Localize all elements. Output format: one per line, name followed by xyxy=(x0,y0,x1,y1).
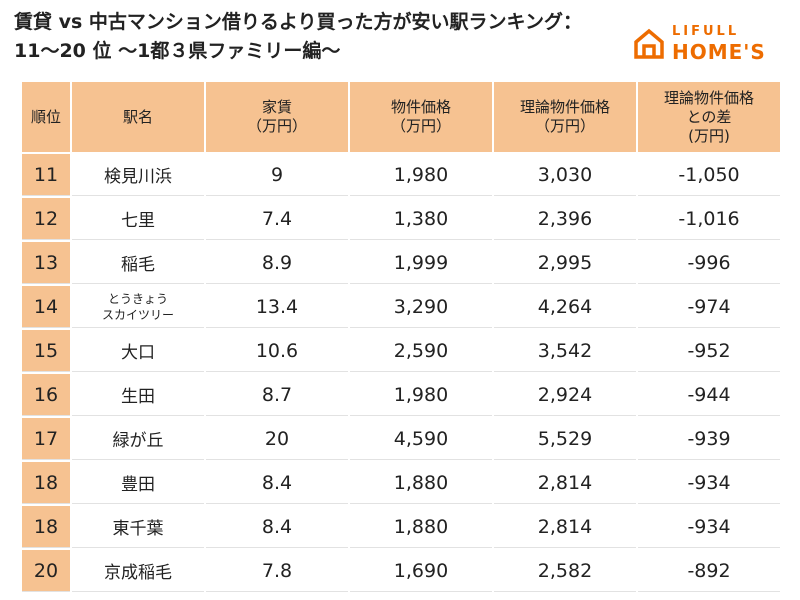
cell-rank: 14 xyxy=(22,286,70,328)
cell-theory: 3,542 xyxy=(494,330,636,372)
table-row: 18 東千葉 8.4 1,880 2,814 -934 xyxy=(22,506,780,548)
cell-rent: 8.4 xyxy=(206,506,348,548)
table-row: 11 検見川浜 9 1,980 3,030 -1,050 xyxy=(22,154,780,196)
table-row: 14 とうきょう スカイツリー 13.4 3,290 4,264 -974 xyxy=(22,286,780,328)
cell-diff: -974 xyxy=(638,286,780,328)
cell-diff: -1,016 xyxy=(638,198,780,240)
cell-rent: 13.4 xyxy=(206,286,348,328)
table-header-row: 順位 駅名 家賃 （万円） 物件価格 （万円） 理論物件価格 （万円） 理論物件… xyxy=(22,82,780,152)
cell-price: 1,999 xyxy=(350,242,492,284)
cell-price: 1,880 xyxy=(350,462,492,504)
cell-theory: 2,814 xyxy=(494,462,636,504)
cell-price: 3,290 xyxy=(350,286,492,328)
header-theory: 理論物件価格 （万円） xyxy=(494,82,636,152)
cell-station: 七里 xyxy=(72,198,204,240)
cell-station: 緑が丘 xyxy=(72,418,204,460)
cell-theory: 4,264 xyxy=(494,286,636,328)
table-row: 13 稲毛 8.9 1,999 2,995 -996 xyxy=(22,242,780,284)
cell-rank: 18 xyxy=(22,506,70,548)
logo-text-top: LIFULL xyxy=(672,24,740,39)
cell-station: 生田 xyxy=(72,374,204,416)
table-row: 12 七里 7.4 1,380 2,396 -1,016 xyxy=(22,198,780,240)
header-diff: 理論物件価格 との差 (万円) xyxy=(638,82,780,152)
cell-rank: 11 xyxy=(22,154,70,196)
cell-rent: 7.4 xyxy=(206,198,348,240)
title-line-2: 11～20 位 ～1都３県ファミリー編～ xyxy=(14,40,341,62)
cell-station: 検見川浜 xyxy=(72,154,204,196)
header-rent: 家賃 （万円） xyxy=(206,82,348,152)
house-icon xyxy=(634,28,664,59)
cell-station: 稲毛 xyxy=(72,242,204,284)
cell-rank: 20 xyxy=(22,550,70,592)
cell-station: 東千葉 xyxy=(72,506,204,548)
cell-rank: 15 xyxy=(22,330,70,372)
cell-diff: -944 xyxy=(638,374,780,416)
cell-rent: 8.9 xyxy=(206,242,348,284)
cell-rank: 12 xyxy=(22,198,70,240)
lifull-homes-logo: LIFULL HOME'S xyxy=(628,20,788,70)
cell-rank: 18 xyxy=(22,462,70,504)
cell-theory: 2,924 xyxy=(494,374,636,416)
cell-diff: -1,050 xyxy=(638,154,780,196)
header-price: 物件価格 （万円） xyxy=(350,82,492,152)
cell-price: 1,980 xyxy=(350,374,492,416)
cell-station: とうきょう スカイツリー xyxy=(72,286,204,328)
cell-station: 大口 xyxy=(72,330,204,372)
cell-rent: 20 xyxy=(206,418,348,460)
header-station: 駅名 xyxy=(72,82,204,152)
cell-theory: 2,995 xyxy=(494,242,636,284)
cell-price: 1,380 xyxy=(350,198,492,240)
cell-price: 1,980 xyxy=(350,154,492,196)
cell-price: 1,880 xyxy=(350,506,492,548)
cell-theory: 2,396 xyxy=(494,198,636,240)
cell-price: 4,590 xyxy=(350,418,492,460)
table-row: 16 生田 8.7 1,980 2,924 -944 xyxy=(22,374,780,416)
cell-diff: -934 xyxy=(638,506,780,548)
logo-text-main: HOME'S xyxy=(672,40,766,64)
cell-station: 豊田 xyxy=(72,462,204,504)
cell-rent: 8.4 xyxy=(206,462,348,504)
cell-diff: -892 xyxy=(638,550,780,592)
cell-diff: -934 xyxy=(638,462,780,504)
table-row: 18 豊田 8.4 1,880 2,814 -934 xyxy=(22,462,780,504)
cell-rank: 17 xyxy=(22,418,70,460)
cell-station: 京成稲毛 xyxy=(72,550,204,592)
cell-theory: 5,529 xyxy=(494,418,636,460)
cell-diff: -996 xyxy=(638,242,780,284)
title-line-1: 賃貸 vs 中古マンション借りるより買った方が安い駅ランキング： xyxy=(14,11,582,33)
cell-rent: 9 xyxy=(206,154,348,196)
cell-price: 2,590 xyxy=(350,330,492,372)
cell-theory: 2,582 xyxy=(494,550,636,592)
cell-diff: -952 xyxy=(638,330,780,372)
cell-rent: 10.6 xyxy=(206,330,348,372)
cell-rank: 13 xyxy=(22,242,70,284)
table-row: 20 京成稲毛 7.8 1,690 2,582 -892 xyxy=(22,550,780,592)
cell-theory: 3,030 xyxy=(494,154,636,196)
cell-rent: 7.8 xyxy=(206,550,348,592)
table-row: 17 緑が丘 20 4,590 5,529 -939 xyxy=(22,418,780,460)
header-rank: 順位 xyxy=(22,82,70,152)
cell-theory: 2,814 xyxy=(494,506,636,548)
ranking-table: 順位 駅名 家賃 （万円） 物件価格 （万円） 理論物件価格 （万円） 理論物件… xyxy=(20,80,782,594)
cell-rent: 8.7 xyxy=(206,374,348,416)
table-row: 15 大口 10.6 2,590 3,542 -952 xyxy=(22,330,780,372)
title-block: 賃貸 vs 中古マンション借りるより買った方が安い駅ランキング： 11～20 位… xyxy=(14,8,654,66)
cell-price: 1,690 xyxy=(350,550,492,592)
table-body: 11 検見川浜 9 1,980 3,030 -1,050 12 七里 7.4 1… xyxy=(22,154,780,592)
cell-rank: 16 xyxy=(22,374,70,416)
cell-diff: -939 xyxy=(638,418,780,460)
